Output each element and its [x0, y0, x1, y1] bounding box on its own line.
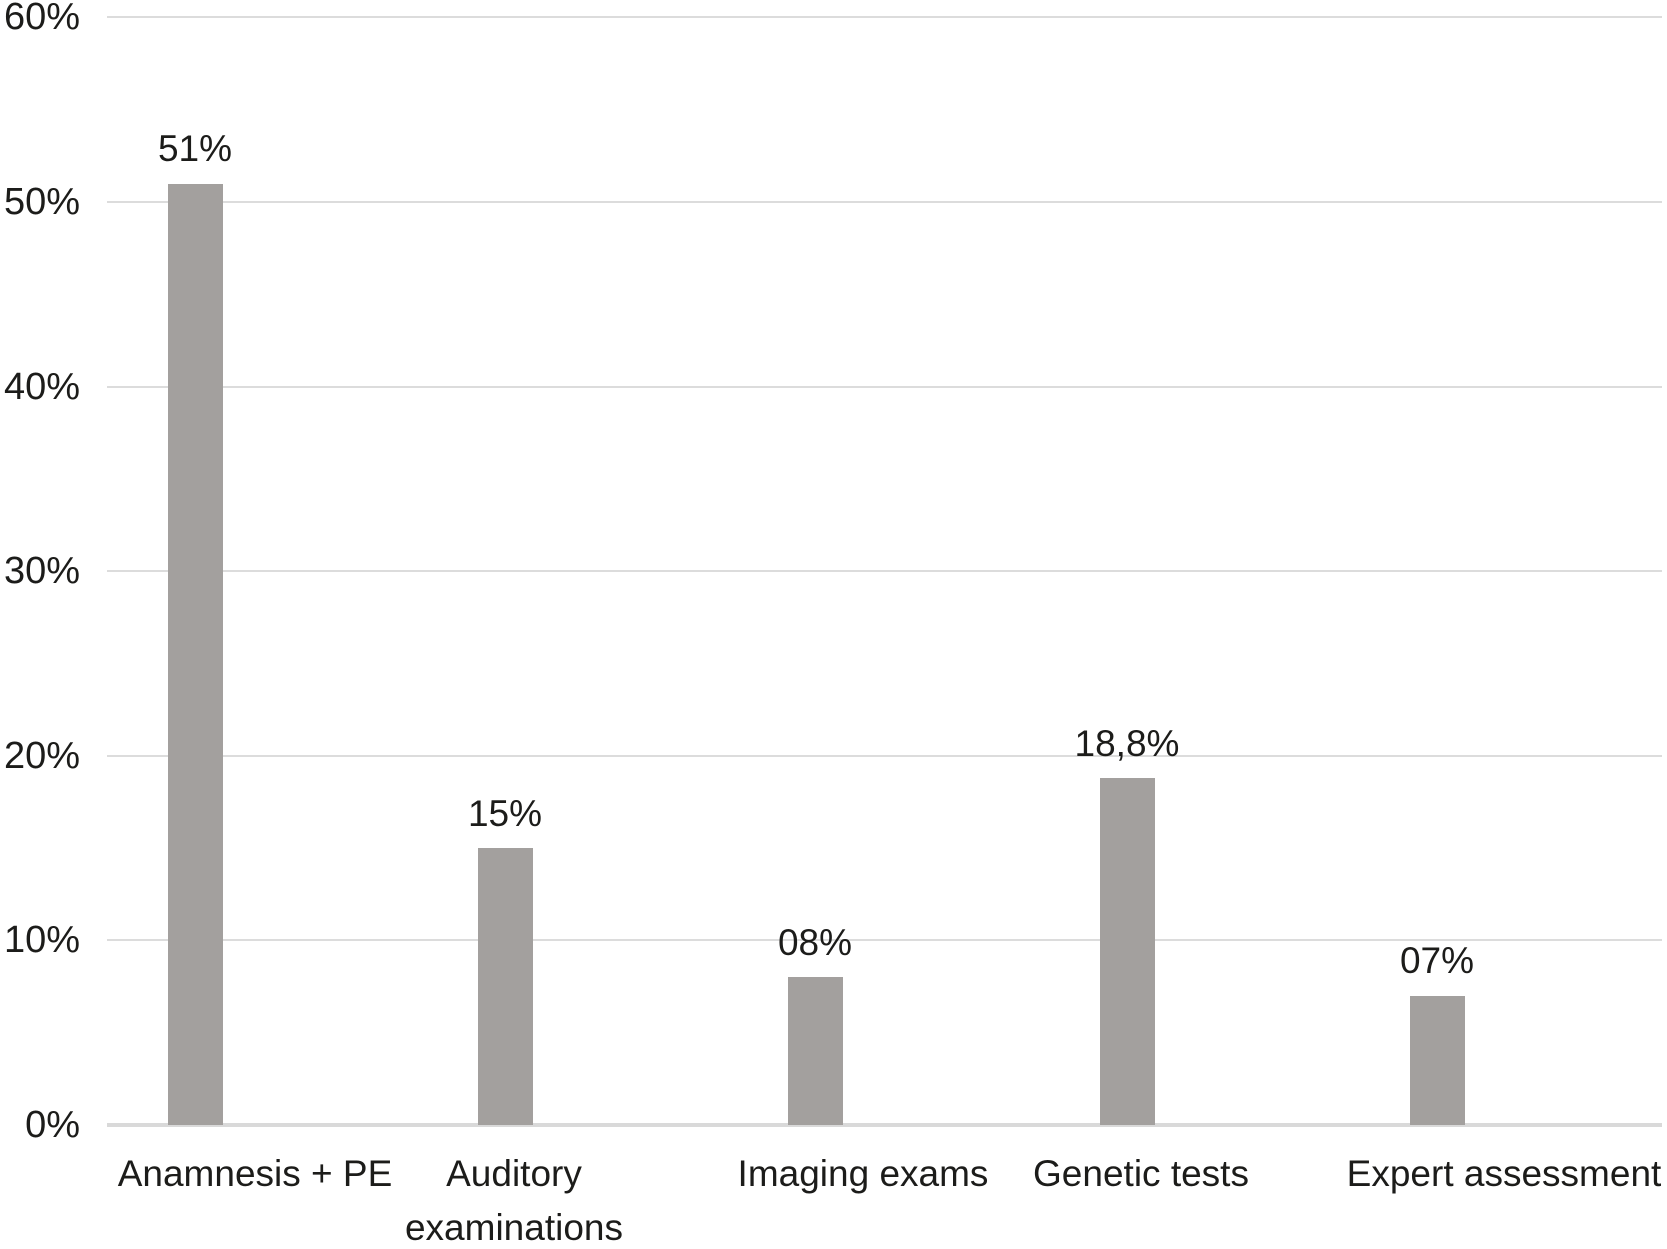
x-axis-category-label: Anamnesis + PE [117, 1153, 393, 1194]
bar [1409, 995, 1465, 1125]
x-axis-category-label: Expert assessment [1346, 1153, 1662, 1194]
x-axis-category-label: Imaging exams [737, 1153, 989, 1194]
bar-value-label: 51% [157, 128, 233, 170]
x-axis-category-label: Genetic tests [1033, 1153, 1249, 1194]
x-axis-line [107, 1123, 1662, 1127]
gridline [107, 570, 1662, 573]
gridline [107, 754, 1662, 757]
bar [1099, 777, 1155, 1125]
y-axis-tick-label: 60% [3, 0, 80, 39]
y-axis-tick-label: 0% [25, 1104, 80, 1146]
gridline [107, 939, 1662, 942]
bar-value-label: 08% [777, 921, 853, 963]
y-axis-tick-label: 40% [3, 365, 80, 408]
gridline [107, 385, 1662, 388]
bar [787, 977, 843, 1125]
gridline [107, 16, 1662, 19]
bar-value-label: 15% [467, 792, 543, 834]
gridline [107, 201, 1662, 203]
bar-value-label: 07% [1399, 940, 1475, 982]
y-axis-tick-label: 50% [3, 181, 80, 223]
bar-value-label: 18,8% [1074, 722, 1180, 764]
x-axis-category-label: Auditory examinations [404, 1153, 623, 1249]
y-axis-tick-label: 10% [3, 919, 80, 962]
y-axis-tick-label: 20% [3, 734, 80, 777]
bar [167, 183, 223, 1125]
bar [477, 848, 533, 1125]
y-axis-tick-label: 30% [3, 550, 80, 593]
